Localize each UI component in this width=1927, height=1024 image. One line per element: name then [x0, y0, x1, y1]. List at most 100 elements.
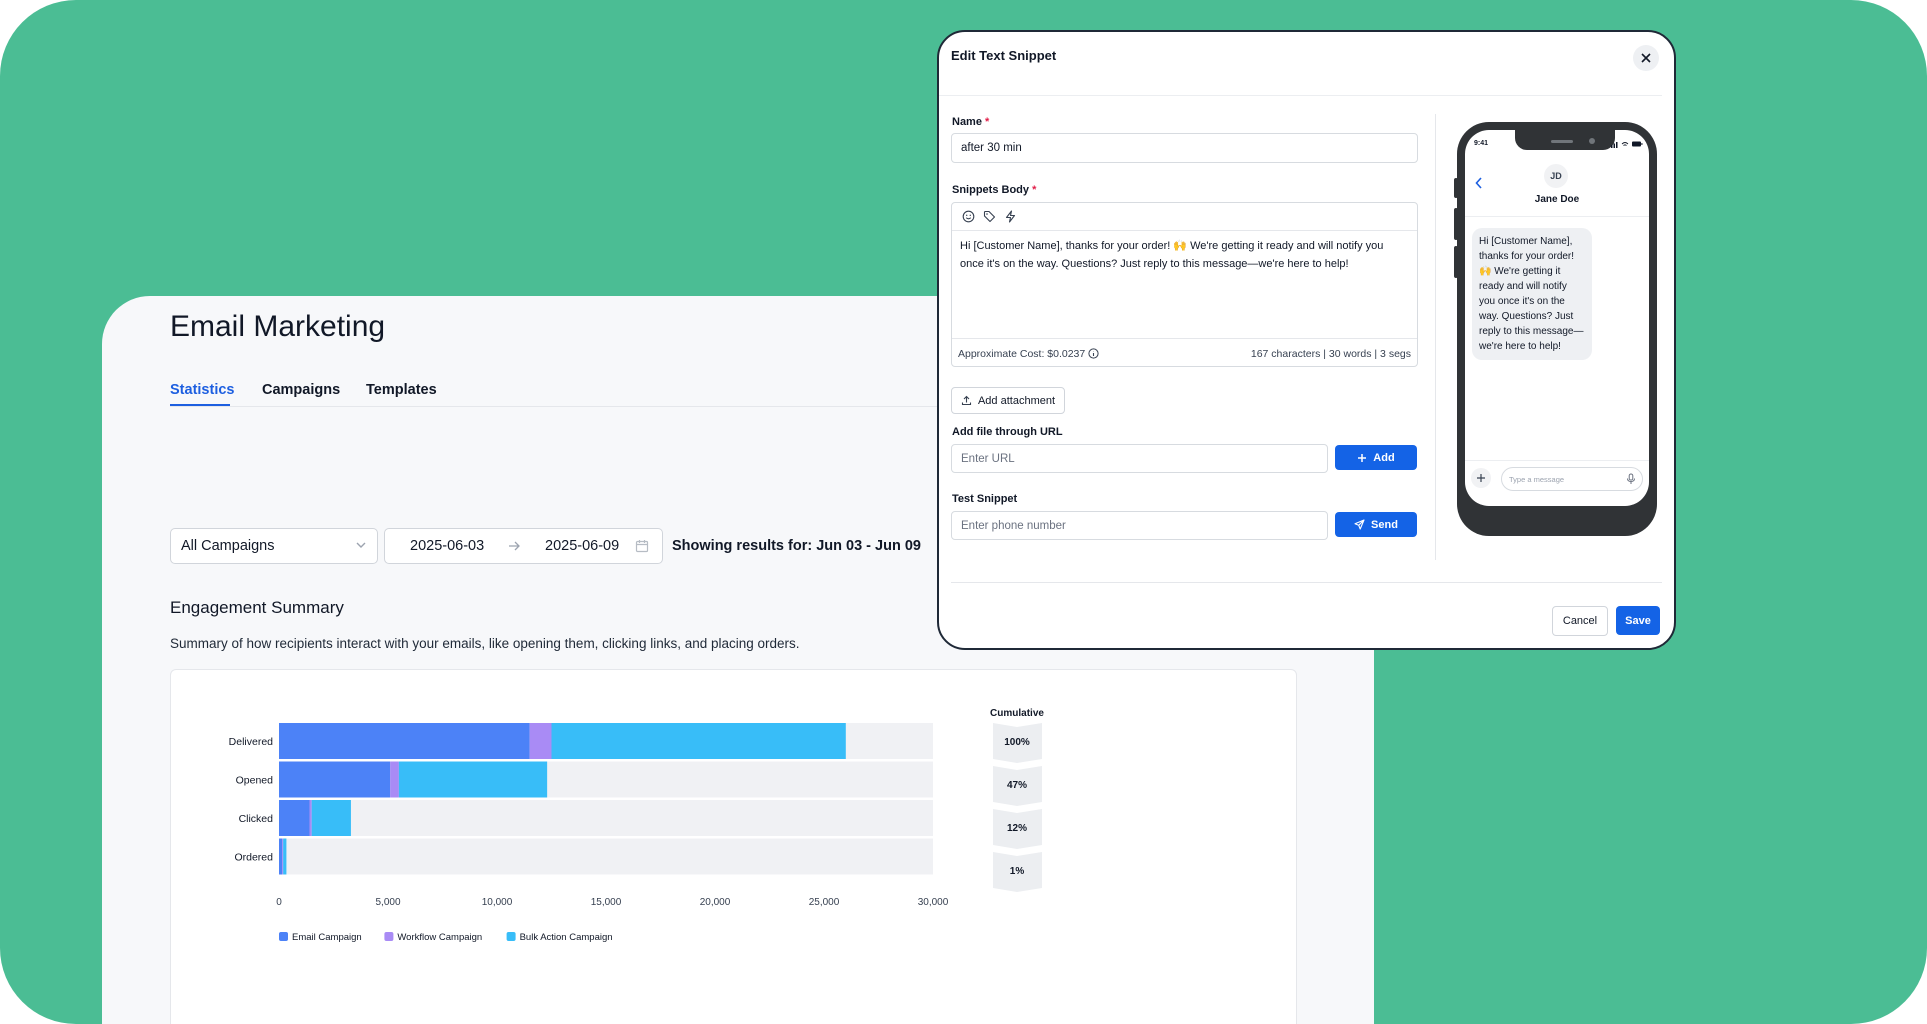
- bar-segment: [279, 838, 283, 875]
- url-field-label: Add file through URL: [952, 426, 1063, 438]
- date-from[interactable]: 2025-06-03: [410, 538, 485, 554]
- phone-number-input[interactable]: Enter phone number: [951, 511, 1328, 540]
- engagement-chart-card: Delivered Opened Clicked Ordered 0 5,000 10,00…: [170, 669, 1297, 1024]
- body-field-label: Snippets Body *: [952, 184, 1036, 196]
- bar-segment: [529, 723, 552, 759]
- cumulative-title: Cumulative: [990, 708, 1044, 719]
- url-input-placeholder: Enter URL: [961, 453, 1015, 465]
- required-mark: *: [985, 116, 990, 128]
- back-arrow-icon[interactable]: [1474, 176, 1484, 190]
- cumulative-value: 100%: [1004, 737, 1030, 748]
- phone-message-input[interactable]: Type a message: [1501, 467, 1643, 491]
- modal-footer-divider: [951, 582, 1662, 583]
- chevron-down-icon: [356, 542, 366, 548]
- tab-campaigns[interactable]: Campaigns: [262, 382, 341, 398]
- send-test-button[interactable]: Send: [1335, 512, 1417, 537]
- send-label: Send: [1371, 518, 1398, 531]
- phone-input-placeholder: Enter phone number: [961, 520, 1066, 532]
- save-button[interactable]: Save: [1616, 606, 1660, 635]
- plus-icon: [1358, 453, 1367, 462]
- calendar-icon: [635, 540, 649, 553]
- engagement-summary-title: Engagement Summary: [170, 598, 344, 617]
- add-url-button[interactable]: Add: [1335, 445, 1417, 470]
- category-label: Opened: [236, 775, 274, 787]
- tab-templates[interactable]: Templates: [366, 382, 437, 398]
- bar-segment: [390, 761, 399, 798]
- close-icon: [1641, 53, 1651, 63]
- send-icon: [1354, 519, 1365, 530]
- phone-input-placeholder: Type a message: [1509, 475, 1565, 484]
- name-input-value: after 30 min: [961, 142, 1022, 154]
- snippet-body-editor[interactable]: Hi [Customer Name], thanks for your orde…: [951, 202, 1418, 367]
- microphone-icon[interactable]: [1626, 473, 1636, 485]
- phone-input-divider: [1465, 460, 1649, 461]
- tag-icon[interactable]: [983, 210, 996, 223]
- phone-speaker: [1551, 140, 1573, 143]
- x-tick-label: 0: [276, 897, 282, 908]
- legend-swatch: [384, 932, 394, 941]
- x-tick-label: 30,000: [918, 897, 949, 908]
- bar-segment: [551, 723, 846, 759]
- campaign-select-value: All Campaigns: [181, 538, 275, 554]
- phone-side-button: [1454, 208, 1458, 240]
- tab-bar: Statistics Campaigns Templates: [170, 382, 1400, 407]
- bar-segment: [398, 761, 548, 798]
- tab-statistics[interactable]: Statistics: [170, 382, 235, 398]
- bar-track: [279, 800, 933, 836]
- add-attachment-button[interactable]: Add attachment: [951, 387, 1065, 414]
- phone-notch: [1515, 130, 1615, 150]
- engagement-chart: Delivered Opened Clicked Ordered 0 5,000 10,00…: [229, 708, 1045, 943]
- date-to[interactable]: 2025-06-09: [545, 538, 620, 554]
- arrow-right-icon: [509, 541, 520, 551]
- editor-footer: Approximate Cost: $0.0237 167 characters…: [952, 338, 1417, 367]
- phone-screen: 9:41 JD Jane Doe Hi [Customer Name], tha…: [1465, 130, 1649, 506]
- campaign-select[interactable]: All Campaigns: [170, 528, 378, 564]
- add-url-label: Add: [1373, 451, 1395, 464]
- date-range-picker[interactable]: 2025-06-03 2025-06-09: [384, 528, 663, 564]
- phone-side-button: [1454, 178, 1458, 198]
- cumulative-value: 12%: [1007, 823, 1027, 834]
- phone-header-divider: [1465, 216, 1649, 217]
- name-input[interactable]: after 30 min: [951, 133, 1418, 163]
- editor-toolbar: [952, 203, 1417, 231]
- x-tick-label: 20,000: [700, 897, 731, 908]
- test-snippet-label: Test Snippet: [952, 493, 1018, 505]
- info-icon[interactable]: [1088, 348, 1099, 359]
- category-label: Clicked: [239, 813, 274, 825]
- close-button[interactable]: [1633, 45, 1659, 71]
- bar-segment: [311, 800, 351, 836]
- x-tick-label: 25,000: [809, 897, 840, 908]
- url-input[interactable]: Enter URL: [951, 444, 1328, 473]
- body-label-text: Snippets Body: [952, 184, 1030, 196]
- modal-header-divider: [939, 95, 1662, 96]
- phone-side-button: [1454, 246, 1458, 278]
- results-range-text: Showing results for: Jun 03 - Jun 09: [672, 538, 921, 554]
- bar-segment: [279, 723, 530, 759]
- bar-segment: [282, 838, 284, 875]
- approximate-cost: Approximate Cost: $0.0237: [958, 348, 1086, 360]
- lightning-icon[interactable]: [1004, 210, 1017, 223]
- bar-segment: [283, 838, 287, 875]
- name-label-text: Name: [952, 116, 982, 128]
- save-label: Save: [1625, 614, 1651, 627]
- cumulative-step: [993, 852, 1042, 892]
- cancel-label: Cancel: [1562, 615, 1598, 627]
- phone-add-button[interactable]: [1471, 468, 1491, 488]
- x-tick-label: 5,000: [375, 897, 400, 908]
- modal-title: Edit Text Snippet: [951, 48, 1057, 63]
- plus-icon: [1477, 474, 1485, 482]
- add-attachment-label: Add attachment: [977, 394, 1056, 407]
- cancel-button[interactable]: Cancel: [1552, 606, 1608, 636]
- emoji-icon[interactable]: [962, 210, 975, 223]
- legend-label: Email Campaign: [292, 932, 362, 943]
- engagement-summary-description: Summary of how recipients interact with …: [170, 636, 800, 651]
- bar-segment: [279, 800, 310, 836]
- category-label: Ordered: [234, 852, 273, 864]
- legend-label: Bulk Action Campaign: [520, 932, 613, 943]
- phone-camera: [1589, 138, 1595, 144]
- x-tick-label: 15,000: [591, 897, 622, 908]
- cumulative-step: [993, 809, 1042, 849]
- modal-column-divider: [1435, 114, 1436, 560]
- cumulative-value: 47%: [1007, 780, 1027, 791]
